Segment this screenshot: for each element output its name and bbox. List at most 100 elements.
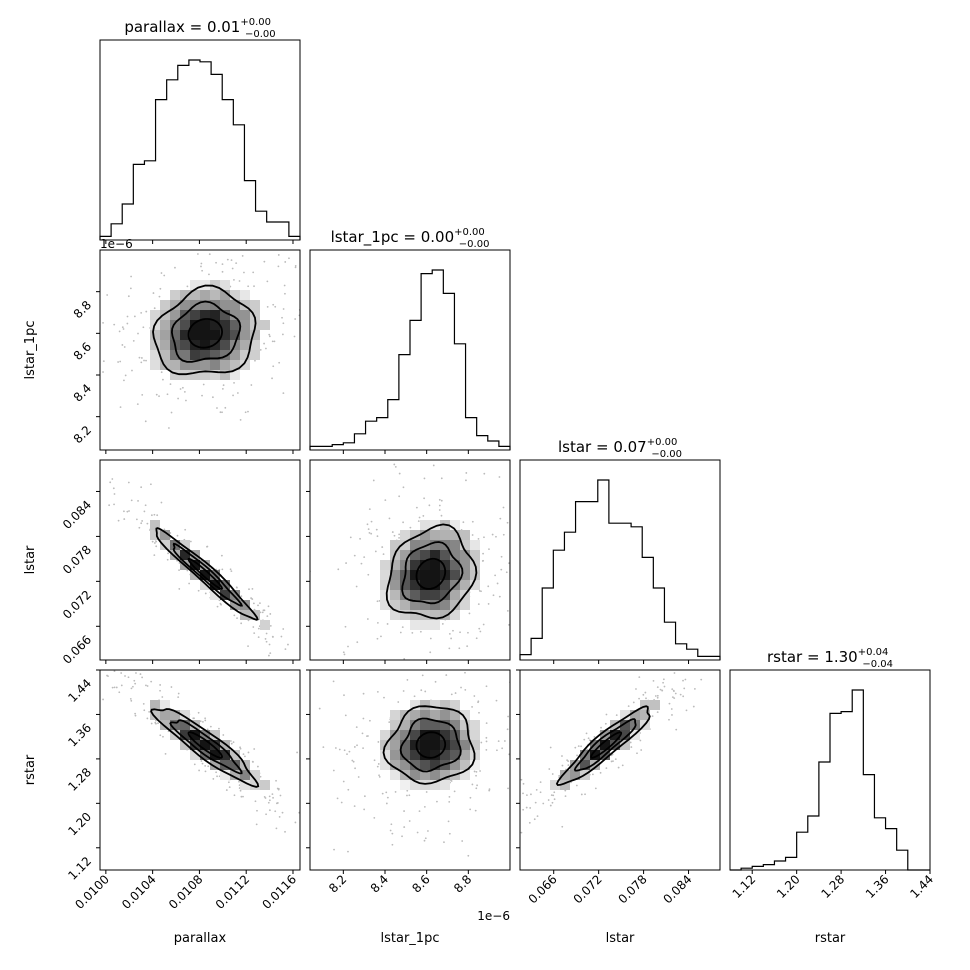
scatter-point bbox=[376, 765, 379, 768]
scatter-point bbox=[135, 518, 138, 521]
scatter-point bbox=[153, 307, 156, 310]
scatter-point bbox=[261, 611, 264, 614]
x-tick-label: 0.072 bbox=[571, 872, 605, 906]
scatter-point bbox=[133, 679, 136, 682]
scatter-point bbox=[348, 750, 351, 753]
scatter-point bbox=[388, 721, 391, 724]
yticks-1-2 bbox=[306, 490, 310, 627]
contour-level-1 bbox=[187, 731, 224, 759]
density-cell bbox=[240, 350, 250, 360]
title-name-parallax: parallax bbox=[124, 18, 185, 36]
scatter-point bbox=[473, 770, 476, 773]
scatter-point bbox=[495, 535, 497, 538]
density-cell bbox=[440, 610, 450, 620]
scatter-point bbox=[77, 633, 79, 635]
scatter-point bbox=[51, 642, 53, 644]
density-cell bbox=[380, 600, 390, 610]
scatter-point bbox=[141, 676, 144, 679]
density-cell bbox=[430, 610, 440, 620]
scatter-point bbox=[318, 707, 321, 710]
scatter-point bbox=[272, 365, 275, 368]
density-cell bbox=[470, 570, 480, 580]
scatter-point bbox=[277, 840, 279, 842]
scatter-point bbox=[478, 711, 480, 714]
title-lstar: lstar = 0.07+0.00 −0.00 bbox=[558, 437, 682, 460]
density-cell bbox=[190, 740, 200, 750]
scatter-point bbox=[349, 698, 351, 700]
yticks-1-3 bbox=[306, 669, 310, 849]
frame-lstar_1pc bbox=[309, 249, 511, 451]
scatter-point bbox=[268, 335, 271, 338]
scatter-point bbox=[322, 746, 325, 749]
contour-level-1 bbox=[415, 731, 447, 759]
density-cell bbox=[450, 540, 460, 550]
density-cell bbox=[210, 590, 220, 600]
scatter-point bbox=[250, 597, 252, 599]
scatter-point bbox=[378, 775, 381, 778]
scatter-point bbox=[139, 673, 142, 675]
scatter-point bbox=[278, 815, 281, 818]
density-cell bbox=[160, 340, 170, 350]
scatter-point bbox=[212, 778, 215, 780]
scatter-point bbox=[583, 738, 586, 741]
scatter-point bbox=[321, 692, 323, 694]
scatter-point bbox=[120, 684, 123, 687]
density-cell bbox=[180, 550, 190, 560]
scatter-point bbox=[137, 332, 139, 335]
scatter-point bbox=[551, 773, 554, 775]
density-cell bbox=[430, 590, 440, 600]
density-cell bbox=[460, 560, 470, 570]
scatter-point bbox=[288, 257, 290, 260]
density-cell bbox=[410, 700, 420, 710]
scatter-point bbox=[269, 613, 272, 615]
scatter-point bbox=[285, 664, 287, 666]
scatter-point bbox=[629, 741, 632, 744]
scatter-point bbox=[516, 730, 518, 732]
scatter-point bbox=[109, 481, 112, 484]
scatter-point bbox=[239, 747, 242, 750]
density-cell bbox=[410, 590, 420, 600]
scatter-point bbox=[375, 528, 378, 531]
scatter-point bbox=[271, 635, 274, 638]
scatter-point bbox=[402, 690, 405, 692]
histogram-parallax bbox=[99, 59, 301, 240]
scatter-point bbox=[304, 367, 306, 369]
contour-level-2 bbox=[401, 541, 464, 605]
scatter-point bbox=[327, 820, 329, 822]
density-cell bbox=[410, 750, 420, 760]
scatter-point bbox=[386, 796, 389, 799]
density-cell bbox=[250, 330, 260, 340]
density-cell bbox=[180, 320, 190, 330]
scatter-point bbox=[508, 623, 510, 626]
panel-content-1 bbox=[108, 478, 351, 700]
scatter-point bbox=[408, 820, 411, 822]
scatter-point bbox=[685, 709, 688, 712]
scatter-point bbox=[656, 694, 659, 697]
scatter-point bbox=[31, 619, 33, 621]
scatter-point bbox=[639, 739, 642, 742]
scatter-point bbox=[473, 695, 476, 697]
scatter-point bbox=[627, 705, 630, 708]
scatter-point bbox=[427, 420, 429, 422]
scatter-point bbox=[122, 328, 125, 330]
scatter-point bbox=[275, 779, 277, 782]
scatter-point bbox=[420, 689, 423, 692]
density-cell bbox=[170, 370, 180, 380]
scatter-point bbox=[424, 690, 427, 693]
density-cell bbox=[160, 720, 170, 730]
density-cell bbox=[380, 730, 390, 740]
scatter-point bbox=[477, 701, 479, 704]
scatter-point bbox=[106, 294, 109, 296]
scatter-point bbox=[257, 627, 260, 630]
scatter-point bbox=[197, 589, 200, 592]
density-cell bbox=[460, 730, 470, 740]
scatter-point bbox=[221, 568, 224, 571]
scatter-point bbox=[394, 791, 397, 793]
density-cell bbox=[160, 320, 170, 330]
scatter-point bbox=[251, 760, 254, 763]
scatter-point bbox=[477, 674, 479, 676]
scatter-point bbox=[402, 654, 404, 656]
scatter-point bbox=[347, 850, 349, 853]
scatter-point bbox=[155, 540, 158, 543]
density-cell bbox=[450, 610, 460, 620]
